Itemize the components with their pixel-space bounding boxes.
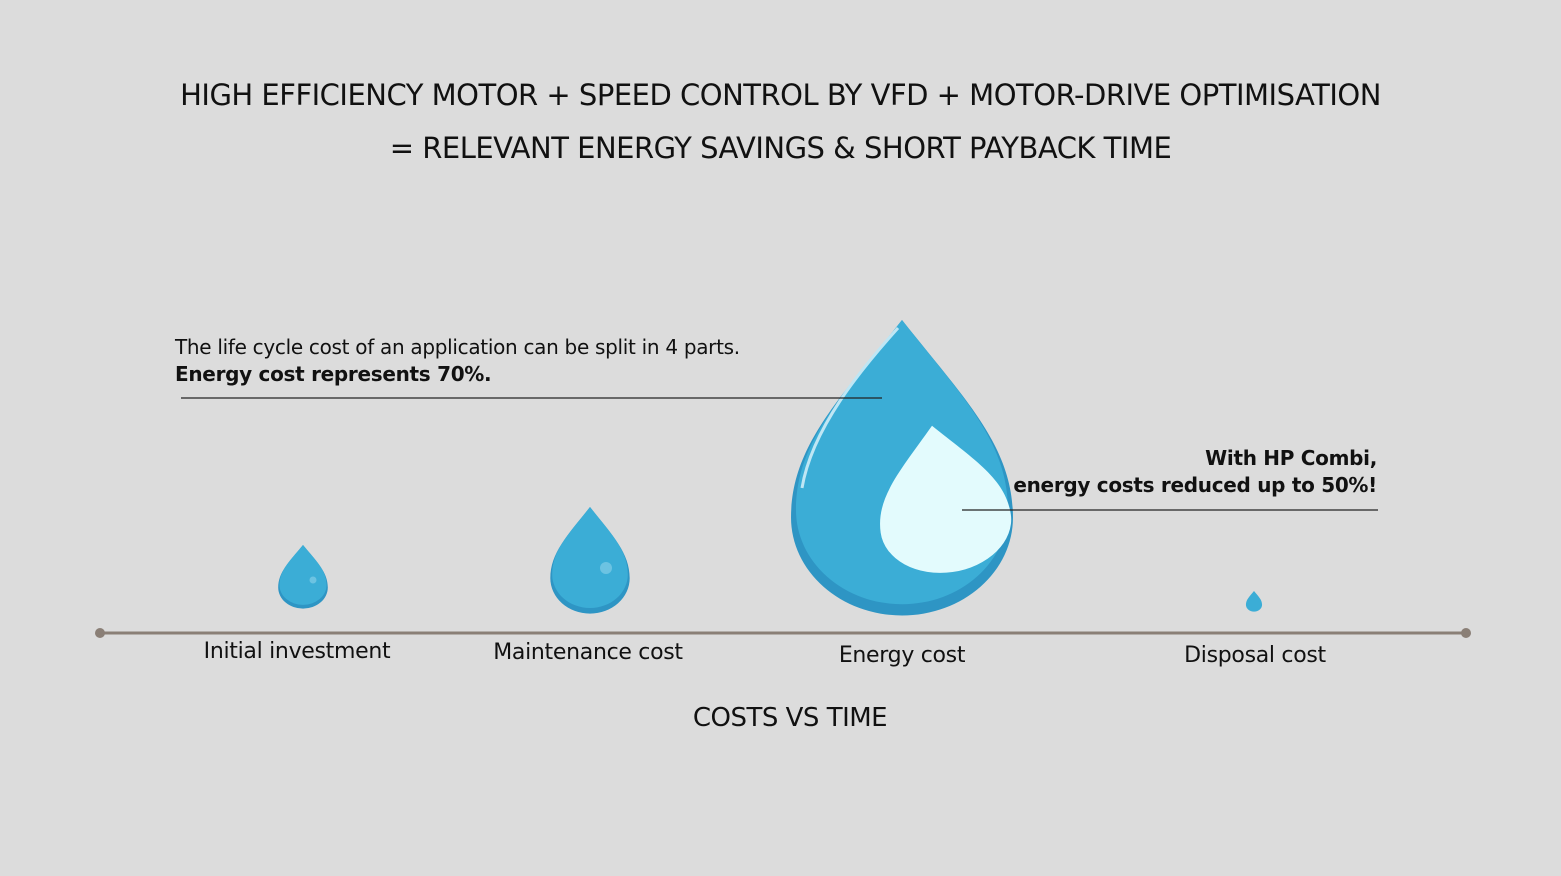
annotation: energy costs reduced up to 50%!	[1013, 473, 1377, 497]
timeline-end	[95, 628, 105, 638]
title: = RELEVANT ENERGY SAVINGS & SHORT PAYBAC…	[389, 131, 1172, 165]
annotation: With HP Combi,	[1205, 446, 1377, 470]
axis-label: COSTS VS TIME	[692, 703, 888, 733]
drop-maintenance	[550, 507, 630, 614]
annotation: Energy cost represents 70%.	[175, 362, 492, 386]
title: HIGH EFFICIENCY MOTOR + SPEED CONTROL BY…	[180, 78, 1381, 112]
drop-initial	[278, 545, 328, 609]
drop-disposal	[1245, 591, 1263, 612]
stage-label: Initial investment	[203, 639, 391, 664]
stage-label: Energy cost	[838, 643, 966, 668]
drop-energy	[791, 320, 1013, 616]
stage-label: Disposal cost	[1184, 643, 1326, 668]
timeline-end	[1461, 628, 1471, 638]
annotation: The life cycle cost of an application ca…	[175, 335, 740, 359]
stage-label: Maintenance cost	[493, 640, 683, 665]
